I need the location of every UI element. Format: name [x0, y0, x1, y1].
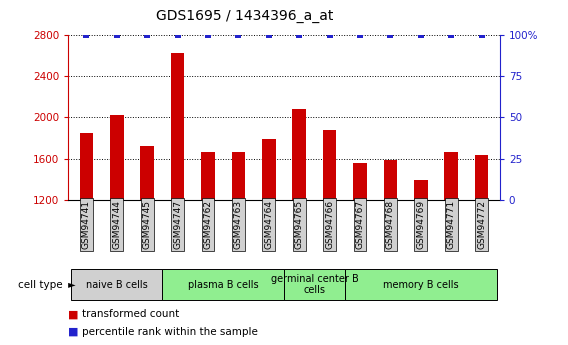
Bar — [162, 269, 284, 300]
Point — [112, 32, 122, 37]
Point — [264, 32, 273, 37]
Text: GSM94768: GSM94768 — [386, 200, 395, 249]
Bar — [262, 139, 275, 200]
Text: GSM94762: GSM94762 — [203, 200, 212, 249]
Point — [386, 32, 395, 37]
Text: memory B cells: memory B cells — [383, 280, 458, 289]
Text: percentile rank within the sample: percentile rank within the sample — [82, 327, 258, 337]
Point — [416, 32, 425, 37]
Point — [203, 32, 212, 37]
Bar — [232, 152, 245, 200]
Text: germinal center B
cells: germinal center B cells — [270, 274, 358, 295]
Bar — [323, 130, 336, 200]
Point — [446, 32, 456, 37]
Point — [234, 32, 243, 37]
Text: transformed count: transformed count — [82, 309, 179, 319]
Bar — [71, 269, 162, 300]
Text: ■: ■ — [68, 309, 78, 319]
Bar — [201, 152, 215, 200]
Text: plasma B cells: plasma B cells — [188, 280, 258, 289]
Bar — [80, 133, 93, 200]
Point — [173, 32, 182, 37]
Bar — [293, 109, 306, 200]
Point — [477, 32, 486, 37]
Text: GSM94772: GSM94772 — [477, 200, 486, 249]
Text: GSM94769: GSM94769 — [416, 200, 425, 249]
Text: ►: ► — [65, 280, 76, 289]
Bar — [284, 269, 345, 300]
Point — [325, 32, 334, 37]
Bar — [414, 180, 428, 200]
Text: GSM94767: GSM94767 — [356, 200, 365, 249]
Text: GSM94747: GSM94747 — [173, 200, 182, 249]
Text: cell type: cell type — [18, 280, 62, 289]
Text: GSM94745: GSM94745 — [143, 200, 152, 249]
Text: naive B cells: naive B cells — [86, 280, 148, 289]
Point — [143, 32, 152, 37]
Point — [82, 32, 91, 37]
Bar — [110, 115, 124, 200]
Text: GSM94744: GSM94744 — [112, 200, 122, 249]
Text: GSM94763: GSM94763 — [234, 200, 243, 249]
Text: GSM94764: GSM94764 — [264, 200, 273, 249]
Bar — [353, 163, 367, 200]
Point — [356, 32, 365, 37]
Bar — [383, 160, 397, 200]
Text: ■: ■ — [68, 327, 78, 337]
Text: GDS1695 / 1434396_a_at: GDS1695 / 1434396_a_at — [156, 9, 333, 23]
Text: GSM94766: GSM94766 — [325, 200, 334, 249]
Point — [295, 32, 304, 37]
Bar — [444, 152, 458, 200]
Text: GSM94771: GSM94771 — [446, 200, 456, 249]
Bar — [171, 53, 185, 200]
Text: GSM94741: GSM94741 — [82, 200, 91, 249]
Bar — [345, 269, 497, 300]
Bar — [140, 146, 154, 200]
Bar — [475, 155, 488, 200]
Text: GSM94765: GSM94765 — [295, 200, 304, 249]
